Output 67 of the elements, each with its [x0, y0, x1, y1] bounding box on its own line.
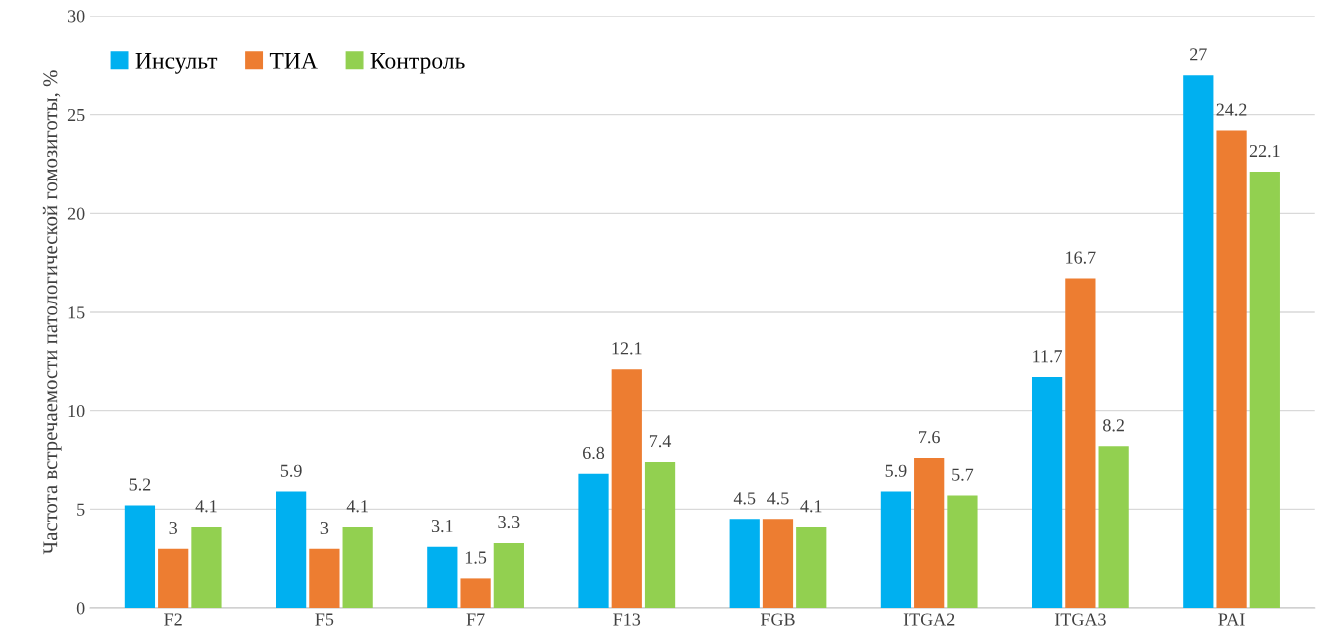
y-tick-label: 10 [68, 404, 85, 418]
y-tick-label: 15 [68, 306, 85, 319]
y-axis-title: Частота встречаемости патологической гомозиготы, % [42, 70, 62, 555]
bar [611, 369, 642, 608]
bar [578, 473, 609, 608]
y-tick-label: 5 [77, 503, 85, 516]
bar [460, 578, 491, 608]
legend-label: Инсульт [135, 53, 218, 74]
x-tick-label: F7 [466, 613, 485, 626]
bar [191, 527, 222, 608]
data-label: 3.1 [431, 519, 453, 533]
data-label: 3 [169, 521, 177, 535]
data-label: 4.1 [800, 500, 822, 513]
bar [796, 527, 827, 608]
x-tick-label: F2 [164, 613, 182, 626]
x-tick-label: F13 [613, 613, 641, 626]
x-tick-label: ITGA2 [903, 613, 955, 626]
data-label: 5.2 [129, 478, 151, 491]
bar [342, 527, 373, 608]
legend-label: ТИА [269, 52, 318, 69]
bar [729, 519, 760, 608]
bar [1183, 75, 1214, 608]
data-label: 6.8 [583, 446, 605, 460]
x-tick-label: PAI [1218, 613, 1245, 626]
data-label: 7.6 [919, 431, 940, 444]
y-tick-label: 30 [67, 10, 85, 23]
data-label: 3 [320, 521, 329, 535]
bar [1249, 171, 1280, 608]
data-label: 16.7 [1066, 251, 1096, 264]
data-label: 7.4 [649, 435, 672, 448]
data-label: 22.1 [1249, 144, 1280, 158]
y-tick-label: 25 [67, 108, 85, 122]
data-label: 5.9 [280, 464, 302, 477]
bar [124, 505, 156, 608]
bar [880, 491, 912, 608]
bar [914, 458, 945, 608]
bar [1065, 278, 1096, 608]
bar [1098, 446, 1129, 608]
x-tick-label: FGB [760, 613, 795, 626]
data-label: 4.1 [346, 500, 368, 513]
bar [762, 519, 794, 608]
bar [427, 546, 458, 608]
bar [1216, 130, 1247, 608]
data-label: 4.5 [767, 492, 789, 505]
data-label: 4.5 [733, 492, 756, 505]
y-tick-label: 20 [67, 207, 85, 220]
y-tick-label: 0 [76, 602, 85, 615]
bar [1031, 377, 1063, 608]
data-label: 12.1 [612, 342, 642, 355]
x-tick-label: F5 [315, 613, 334, 626]
bar [158, 548, 189, 608]
bar [493, 542, 524, 608]
data-label: 27 [1190, 48, 1207, 61]
data-label: 3.3 [498, 515, 520, 529]
data-label: 24.2 [1216, 103, 1247, 116]
x-tick-label: ITGA3 [1054, 613, 1106, 626]
data-label: 11.7 [1033, 350, 1063, 363]
data-label: 8.2 [1103, 419, 1124, 432]
legend-label: Контроль [370, 53, 465, 74]
data-label: 1.5 [465, 551, 487, 564]
data-label: 4.1 [195, 500, 217, 513]
bar [309, 548, 340, 608]
data-label: 5.7 [952, 468, 974, 481]
bar [276, 491, 307, 608]
bar [947, 495, 978, 608]
bar [644, 461, 676, 608]
data-label: 5.9 [885, 464, 907, 477]
